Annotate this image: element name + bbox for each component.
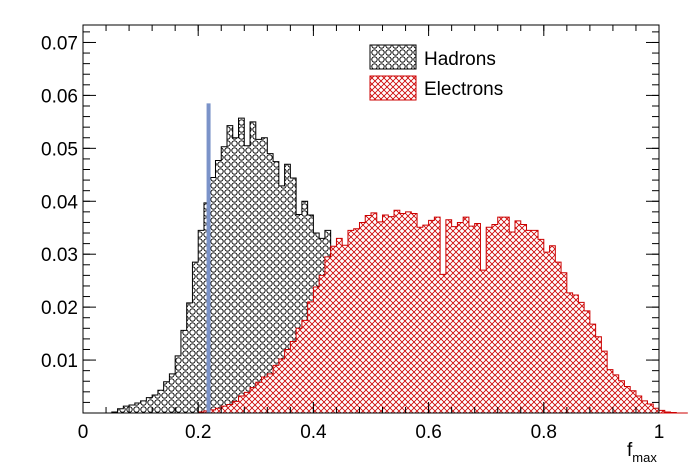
histogram-series-electrons	[111, 209, 688, 414]
axis-layer: 0 0.2 0.4 0.6 0.8 1 0.01 0.02 0.03 0.04 0.05 0.06 0.…	[41, 25, 664, 443]
x-axis-title: fmax	[627, 440, 657, 465]
x-axis-title-subscript: max	[632, 450, 657, 465]
x-tick-label: 0.6	[415, 422, 441, 443]
y-tick-label: 0.03	[41, 245, 78, 266]
x-axis-title-main: f	[627, 440, 633, 461]
x-tick-label: 0.2	[185, 422, 211, 443]
y-tick-label: 0.01	[41, 351, 78, 372]
legend-item-hadrons: Hadrons	[369, 44, 496, 70]
y-tick-label: 0.02	[41, 298, 78, 319]
legend-label-electrons: Electrons	[424, 79, 503, 100]
legend-swatch-hadrons	[369, 44, 417, 70]
x-tick-label: 0.4	[300, 422, 327, 443]
series-layer	[111, 117, 688, 414]
x-tick-label: 0	[78, 422, 89, 443]
y-tick-label: 0.04	[41, 192, 78, 213]
x-tick-label: 1	[654, 422, 665, 443]
legend-item-electrons: Electrons	[369, 75, 503, 101]
y-tick-label: 0.07	[41, 33, 78, 54]
x-tick-label: 0.8	[531, 422, 557, 443]
legend-swatch-electrons	[369, 75, 417, 101]
y-tick-label: 0.05	[41, 139, 78, 160]
legend-label-hadrons: Hadrons	[424, 49, 496, 70]
plot-frame	[82, 24, 660, 414]
legend: Hadrons Electrons	[369, 44, 503, 101]
y-tick-label: 0.06	[41, 86, 78, 107]
